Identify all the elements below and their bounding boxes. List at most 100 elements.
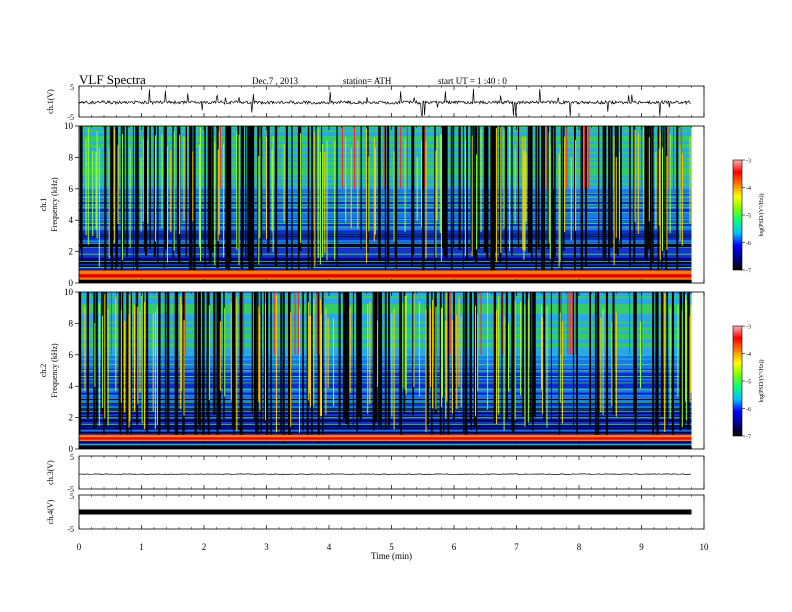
bright-streak [418,301,420,397]
bright-streak [357,140,359,230]
dark-streak [315,126,317,267]
red-streak [567,292,569,355]
bright-streak [648,137,650,222]
dark-streak [270,292,272,437]
low-band-floor [79,445,692,449]
dark-streak [352,292,354,425]
dark-streak [311,126,313,270]
red-streak [641,126,643,189]
bright-streak [435,150,437,258]
bright-streak [460,315,462,407]
dark-streak [680,292,683,416]
dark-streak [282,292,285,444]
dark-streak [682,292,686,428]
bright-streak [524,136,526,252]
bright-streak [208,305,210,401]
dark-streak [478,126,480,249]
colorbar-tick-label: -4 [746,186,751,192]
bright-streak [477,313,479,392]
bright-streak [677,305,679,397]
y-tick-label: 0 [69,278,74,288]
bright-streak [183,320,185,416]
bright-streak [367,304,369,414]
bright-streak [436,136,438,221]
dark-streak [472,126,475,259]
bright-streak [525,153,527,223]
bright-streak [217,149,219,242]
bright-streak [402,302,404,388]
low-band-floor [79,279,692,283]
red-streak [113,126,115,189]
bright-streak [686,299,688,421]
bright-streak [108,146,110,259]
bright-streak [198,144,200,247]
dark-streak [260,292,262,433]
y-tick-label: 4 [69,381,74,391]
dark-streak [248,126,251,277]
bright-streak [120,310,122,403]
bright-streak [439,133,441,234]
dark-streak [207,126,210,250]
bright-streak [637,132,639,234]
red-streak [629,292,630,355]
chart-title: VLF Spectra [79,72,146,87]
bright-streak [435,306,437,410]
x-tick-label: 3 [264,542,269,552]
dark-streak [143,126,146,252]
low-band-core [79,274,692,278]
bright-streak [446,292,448,402]
dark-streak [137,126,139,252]
bright-streak [613,135,615,266]
dark-streak [527,126,530,253]
bright-streak [154,135,156,242]
start-time-label: start UT = 1 :40 : 0 [438,76,507,86]
bright-streak [137,306,139,405]
bright-streak [514,148,516,223]
dark-streak [159,292,161,432]
bright-streak [421,140,423,227]
colorbar [732,159,743,271]
date-label: Dec.7 , 2013 [252,76,298,86]
dark-streak [158,292,160,436]
dark-streak [403,292,406,414]
bright-streak [425,309,427,433]
dark-streak [465,292,468,440]
bright-streak [689,136,691,224]
bright-streak [619,151,621,240]
dark-streak [535,126,537,272]
dark-streak [530,126,532,253]
colorbar-tick-label: -4 [746,352,751,358]
bright-streak [180,297,182,409]
bright-streak [258,307,260,403]
dark-streak [172,126,174,259]
dark-streak [473,292,476,427]
bright-streak [219,321,221,391]
dark-streak [543,292,546,421]
red-streak [297,292,299,355]
red-streak [424,126,426,189]
bright-streak [393,150,395,242]
red-streak [383,126,385,189]
dark-streak [142,292,145,422]
dark-streak [657,126,660,272]
dark-streak [486,126,489,259]
bright-streak [310,315,311,407]
bright-streak [602,308,604,415]
bright-streak [404,296,406,390]
dark-streak [531,126,533,262]
bright-streak [98,301,100,427]
dark-streak [660,292,664,416]
dark-streak [175,292,179,438]
dark-streak [306,292,309,441]
bright-streak [124,321,126,413]
bright-streak [313,298,315,406]
dark-streak [655,292,658,426]
dark-streak [660,126,663,268]
dark-streak [153,126,156,258]
dark-streak [136,126,139,271]
colorbar-tick-label: -5 [746,214,751,220]
bright-streak [393,308,395,430]
dark-streak [687,292,690,430]
bright-streak [114,129,116,243]
red-streak [571,292,573,355]
